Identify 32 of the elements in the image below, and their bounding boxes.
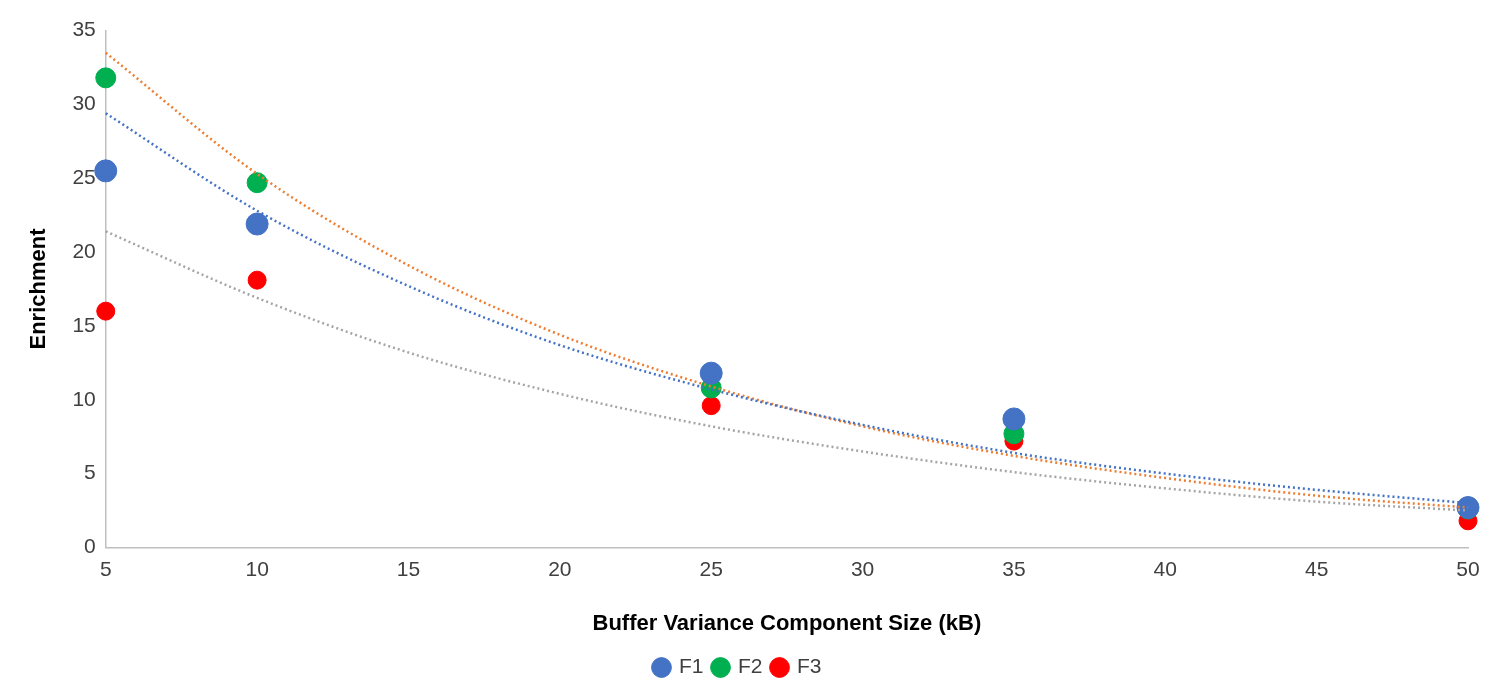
point (94, 159, 118, 183)
x-tick-label: 15 (396, 556, 421, 580)
point (1002, 407, 1026, 431)
point (245, 212, 269, 236)
x-tick-label: 25 (699, 556, 723, 580)
point (95, 67, 117, 89)
x-tick-label: 40 (1153, 556, 1177, 580)
x-tick-label: 10 (245, 556, 269, 580)
x-tick-label: 50 (1456, 556, 1480, 580)
x-tick-label: 45 (1304, 556, 1329, 580)
legend-label: F2 (738, 654, 763, 678)
point (96, 301, 116, 321)
x-axis-title: Buffer Variance Component Size (kB) (592, 609, 982, 635)
y-tick-label: 30 (72, 91, 96, 115)
legend-label: F1 (678, 654, 704, 678)
x-tick-label: 20 (548, 556, 572, 580)
y-tick-label: 15 (72, 312, 96, 336)
x-tick-label: 30 (850, 556, 875, 580)
point (701, 396, 721, 416)
point (246, 172, 268, 194)
y-tick-label: 35 (72, 17, 96, 41)
x-tick-label: 5 (99, 556, 112, 580)
y-axis-title: Enrichment (25, 227, 51, 350)
y-tick-label: 10 (72, 386, 96, 410)
y-tick-label: 25 (72, 165, 96, 189)
y-tick-label: 5 (84, 460, 96, 484)
legend-label: F3 (797, 654, 822, 678)
x-tick-label: 35 (1002, 556, 1026, 580)
point (247, 270, 267, 290)
y-tick-label: 20 (72, 238, 96, 262)
point (699, 361, 723, 385)
y-tick-label: 0 (84, 534, 96, 558)
